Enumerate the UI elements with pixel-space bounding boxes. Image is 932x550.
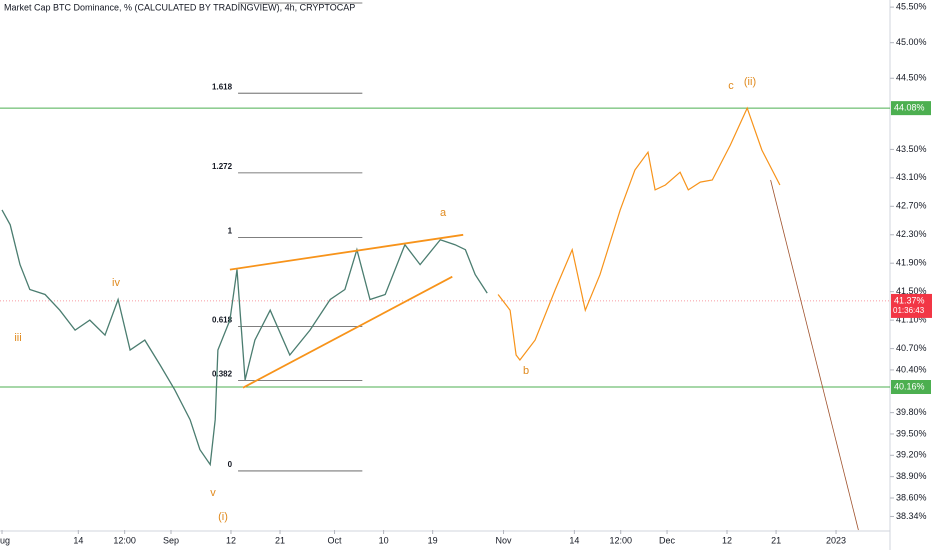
x-tick-label: 12 [722, 535, 732, 545]
x-tick-label: 2023 [826, 535, 846, 545]
x-tick-label: Aug [0, 535, 10, 545]
y-tick-label: 38.60% [896, 492, 927, 502]
y-tick-label: 38.34% [896, 511, 927, 521]
x-tick-label: Sep [163, 535, 179, 545]
last-price-label: 41.37% [894, 295, 925, 305]
y-tick-label: 42.70% [896, 201, 927, 211]
chart-title: Market Cap BTC Dominance, % (CALCULATED … [4, 2, 355, 12]
x-tick-label: 12:00 [609, 535, 632, 545]
wave-label: a [440, 207, 447, 219]
y-tick-label: 41.10% [896, 315, 927, 325]
level-label: 40.16% [894, 381, 925, 391]
y-tick-label: 45.00% [896, 37, 927, 47]
x-tick-label: 10 [379, 535, 389, 545]
wave-label: v [210, 487, 216, 499]
y-tick-label: 42.30% [896, 229, 927, 239]
y-tick-label: 39.20% [896, 450, 927, 460]
y-tick-label: 38.90% [896, 471, 927, 481]
x-tick-label: 14 [569, 535, 579, 545]
level-tag [891, 380, 931, 395]
x-tick-label: 14 [73, 535, 83, 545]
countdown: 01:36:43 [893, 306, 925, 315]
price-line [1, 209, 488, 467]
wave-label: c [728, 80, 734, 92]
wave-label: iii [14, 332, 21, 344]
wave-label: b [523, 365, 529, 377]
level-label: 44.08% [894, 103, 925, 113]
fib-label: 1.618 [212, 82, 233, 91]
y-tick-label: 40.70% [896, 343, 927, 353]
x-tick-label: 21 [771, 535, 781, 545]
fib-label: 0 [228, 460, 233, 469]
y-tick-label: 39.80% [896, 407, 927, 417]
x-tick-label: 21 [275, 535, 285, 545]
x-tick-label: 19 [428, 535, 438, 545]
y-tick-label: 39.50% [896, 428, 927, 438]
last-price-tag [891, 293, 932, 318]
trend-line [242, 275, 453, 389]
wave-label: (ii) [744, 76, 756, 88]
x-tick-label: 12:00 [113, 535, 136, 545]
y-tick-label: 41.50% [896, 286, 927, 296]
fib-label: 1 [228, 227, 233, 236]
level-tag [891, 101, 931, 116]
wave-label: iv [112, 277, 120, 289]
fib-label: 0.382 [212, 370, 233, 379]
x-tick-label: Dec [659, 535, 676, 545]
y-tick-label: 45.50% [896, 1, 927, 11]
x-tick-label: Oct [328, 535, 343, 545]
fib-label: 0.618 [212, 316, 233, 325]
y-tick-label: 41.90% [896, 258, 927, 268]
wave-label: (i) [218, 511, 228, 523]
trend-line [229, 233, 464, 271]
fib-label: 1.272 [212, 162, 233, 171]
x-tick-label: 12 [226, 535, 236, 545]
trend-line [770, 179, 859, 531]
x-tick-label: Nov [496, 535, 513, 545]
y-tick-label: 43.50% [896, 144, 927, 154]
y-tick-label: 44.50% [896, 73, 927, 83]
y-tick-label: 40.40% [896, 364, 927, 374]
y-tick-label: 43.10% [896, 172, 927, 182]
projection-line [497, 106, 781, 361]
